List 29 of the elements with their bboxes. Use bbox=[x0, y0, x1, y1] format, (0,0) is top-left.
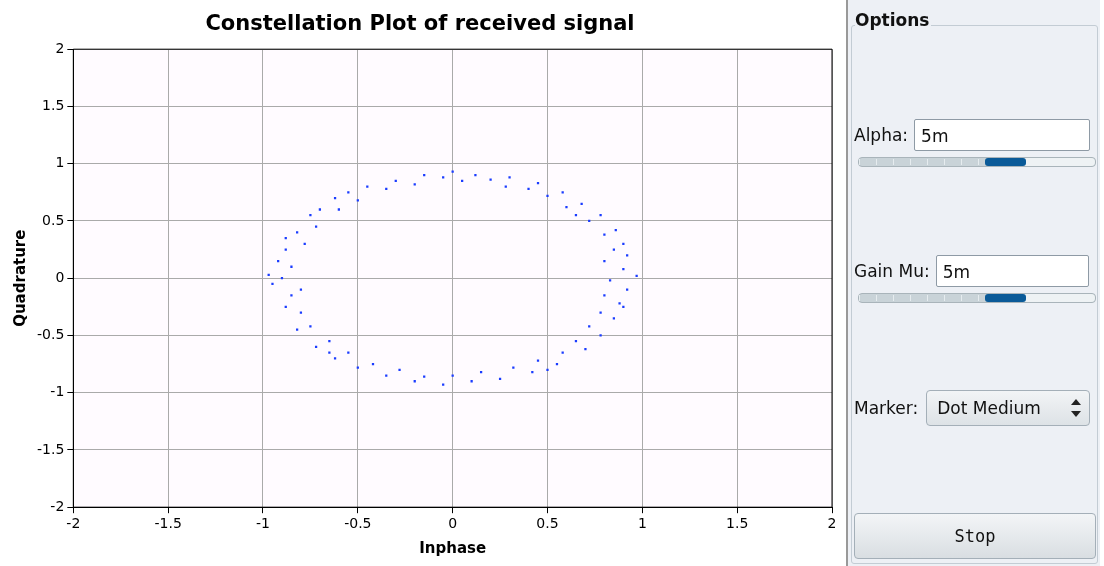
x-tick-label: 2 bbox=[827, 515, 837, 532]
y-tick-label: 2 bbox=[55, 39, 65, 56]
chart-title: Constellation Plot of received signal bbox=[205, 11, 635, 36]
text: Options bbox=[855, 10, 930, 30]
y-tick-label: 0 bbox=[55, 268, 65, 285]
y-tick-label: 1 bbox=[55, 154, 65, 171]
x-tick-label: -1.5 bbox=[154, 515, 182, 532]
x-tick-label: 1 bbox=[637, 515, 647, 532]
y-axis-title: Quadrature bbox=[10, 229, 29, 327]
text: 5m bbox=[935, 255, 1089, 287]
text: Alpha: bbox=[854, 125, 909, 145]
x-tick-label: 0.5 bbox=[536, 515, 559, 532]
y-tick-label: 1.5 bbox=[42, 97, 65, 114]
x-axis-title: Inphase bbox=[419, 538, 487, 557]
x-tick-label: -1 bbox=[256, 515, 270, 532]
y-tick-label: -1.5 bbox=[36, 440, 65, 457]
text: 5m bbox=[914, 119, 1091, 151]
y-tick-label: -1 bbox=[50, 383, 65, 400]
y-tick-label: -0.5 bbox=[36, 326, 65, 343]
x-tick-label: -2 bbox=[66, 515, 81, 532]
text: Dot Medium bbox=[937, 398, 1042, 418]
text: Stop bbox=[954, 526, 996, 546]
y-tick-label: 0.5 bbox=[42, 211, 65, 228]
text: Marker: bbox=[854, 398, 919, 418]
y-tick-label: -2 bbox=[50, 497, 65, 514]
text: Gain Mu: bbox=[854, 261, 930, 281]
x-tick-label: -0.5 bbox=[344, 515, 372, 532]
x-tick-label: 1.5 bbox=[726, 515, 749, 532]
x-tick-label: 0 bbox=[448, 515, 458, 532]
